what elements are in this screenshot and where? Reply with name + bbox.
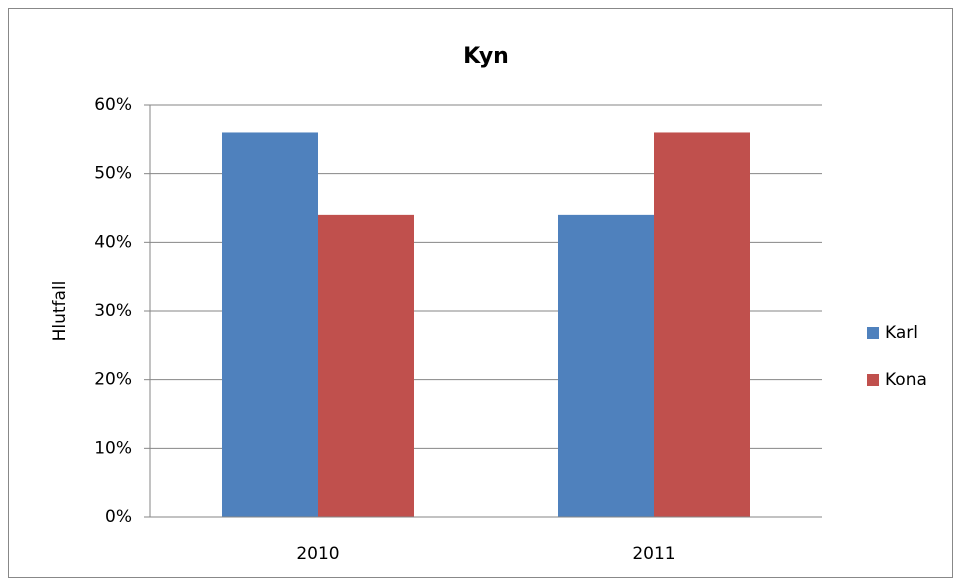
legend-swatch [867, 327, 879, 339]
y-axis-label: Hlutfall [50, 281, 70, 342]
bar [558, 214, 654, 517]
y-tick-label: 40% [94, 232, 132, 252]
y-tick-label: 30% [94, 301, 132, 321]
legend-label: Kona [885, 370, 927, 390]
y-tick-label: 10% [94, 438, 132, 458]
bar [222, 132, 318, 517]
bar [654, 132, 750, 517]
y-tick-label: 50% [94, 164, 132, 184]
x-tick-label: 2010 [296, 544, 339, 564]
legend-swatch [867, 374, 879, 386]
legend-label: Karl [885, 323, 918, 343]
y-tick-label: 20% [94, 370, 132, 390]
chart-border [8, 8, 953, 578]
x-tick-label: 2011 [632, 544, 675, 564]
bar [318, 214, 414, 517]
y-tick-label: 0% [105, 507, 132, 527]
chart-title: Kyn [463, 44, 509, 69]
y-tick-label: 60% [94, 95, 132, 115]
